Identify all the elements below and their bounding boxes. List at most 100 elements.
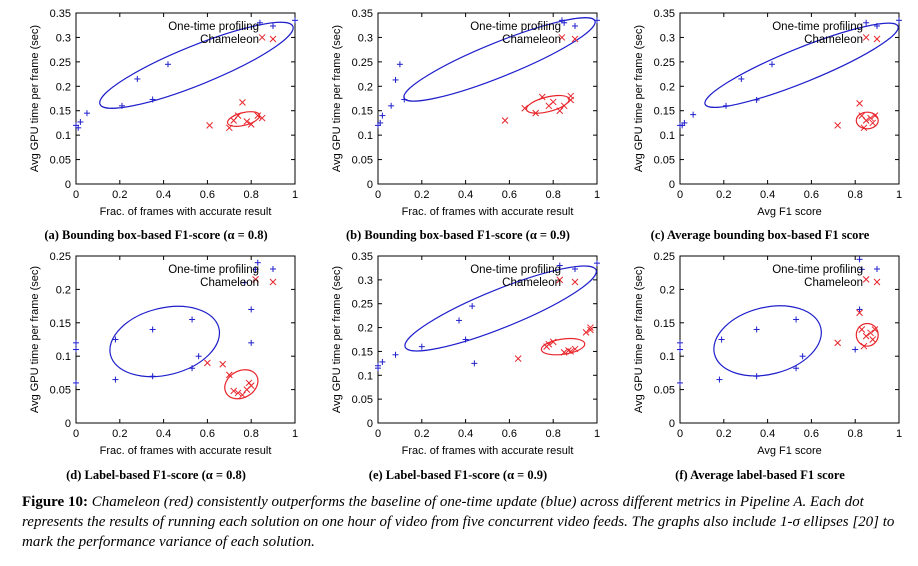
sigma-ellipse — [99, 21, 294, 109]
y-tick-label: 0.25 — [654, 251, 675, 263]
x-tick-label: 1 — [292, 189, 298, 201]
plus-marker — [738, 75, 745, 82]
x-tick-label: 0 — [73, 428, 79, 440]
y-tick-label: 0.05 — [50, 155, 71, 167]
plus-marker — [73, 346, 79, 353]
plus-marker — [396, 61, 403, 68]
x-tick-label: 0.8 — [848, 428, 863, 440]
x-tick-label: 0.6 — [200, 189, 215, 201]
cross-marker — [587, 326, 594, 334]
cross-marker — [247, 121, 255, 128]
plot-frame — [679, 255, 900, 424]
y-tick-label: 0.1 — [56, 351, 71, 363]
cross-marker — [867, 329, 874, 337]
plus-marker — [768, 61, 775, 68]
cross-marker — [514, 355, 522, 362]
plus-marker — [195, 353, 202, 360]
legend-marker — [270, 266, 276, 272]
x-tick-label: 0.6 — [804, 189, 819, 201]
legend-label: Chameleon — [502, 277, 561, 289]
x-tick-label: 0.4 — [760, 189, 775, 201]
legend-label: One-time profiling — [168, 21, 259, 33]
plus-marker — [677, 346, 683, 353]
y-tick-label: 0.15 — [50, 106, 71, 118]
x-tick-label: 0 — [677, 428, 683, 440]
cross-marker — [538, 93, 546, 101]
y-tick-label: 0 — [65, 179, 71, 191]
plus-marker — [462, 336, 469, 343]
plus-marker — [377, 119, 384, 126]
cross-marker — [243, 118, 251, 125]
panel-caption: (e) Label-based F1-score (α = 0.9) — [368, 468, 548, 482]
plus-marker — [471, 360, 478, 367]
y-tick-label: 0.1 — [660, 130, 675, 142]
legend-label: One-time profiling — [168, 264, 259, 276]
cross-marker — [239, 391, 246, 399]
chart-e: 0 0.2 0.4 0.6 0.8 1 0 0.05 0.1 0.15 0.2 0.25 0.3 0.35… — [331, 251, 600, 457]
y-tick-label: 0.1 — [660, 351, 675, 363]
cross-marker — [560, 102, 568, 110]
plus-marker — [134, 75, 141, 82]
panel-c: 0 0.2 0.4 0.6 0.8 1 0 0.05 0.1 0.15 0.2 0.25 0.3 0.35… — [610, 2, 910, 252]
plus-marker — [392, 351, 399, 358]
plus-marker — [556, 262, 563, 269]
cross-marker — [558, 34, 566, 41]
y-tick-label: 0.05 — [352, 155, 373, 167]
y-tick-label: 0.2 — [56, 81, 71, 93]
plus-marker — [799, 353, 806, 360]
legend-label: One-time profiling — [772, 21, 863, 33]
x-tick-label: 0.4 — [760, 428, 775, 440]
legend-marker — [873, 35, 881, 43]
panel-caption: (c) Average bounding box-based F1 score — [650, 228, 870, 242]
sigma-ellipse — [704, 22, 899, 108]
cross-marker — [230, 387, 238, 395]
x-tick-label: 0 — [375, 428, 381, 440]
x-tick-label: 1 — [594, 428, 600, 440]
plus-marker — [677, 379, 683, 386]
plus-marker — [753, 96, 760, 103]
plus-marker — [677, 339, 683, 346]
x-tick-label: 0 — [73, 189, 79, 201]
x-tick-label: 0.6 — [502, 189, 517, 201]
cross-marker — [254, 112, 262, 119]
cross-marker — [867, 114, 874, 122]
panel-caption: (b) Bounding box-based F1-score (α = 0.9… — [346, 228, 570, 242]
x-tick-label: 0.4 — [458, 189, 473, 201]
y-axis-label: Avg GPU time per frame (sec) — [331, 266, 343, 413]
plus-marker — [149, 373, 156, 380]
y-tick-label: 0.35 — [50, 8, 71, 20]
y-tick-label: 0.25 — [654, 57, 675, 69]
x-tick-label: 0 — [677, 189, 683, 201]
plus-marker — [558, 17, 565, 24]
legend-label: One-time profiling — [470, 264, 561, 276]
panel-caption: (d) Label-based F1-score (α = 0.8) — [66, 468, 246, 482]
plus-marker — [793, 365, 800, 372]
x-tick-label: 0.8 — [546, 189, 561, 201]
sigma-ellipse — [109, 305, 221, 378]
figure-caption-label: Figure 10: — [22, 494, 88, 510]
plus-marker — [856, 256, 863, 263]
plus-marker — [388, 102, 395, 109]
cross-marker — [862, 34, 870, 41]
legend-label: Chameleon — [200, 34, 259, 46]
x-axis-label: Avg F1 score — [757, 445, 822, 457]
plot-frame — [679, 12, 900, 185]
plus-marker — [77, 118, 84, 125]
plus-marker — [164, 61, 171, 68]
cross-marker — [571, 345, 579, 353]
plus-marker — [718, 336, 725, 343]
cross-marker — [587, 324, 594, 331]
cross-marker — [239, 99, 246, 106]
cross-marker — [834, 122, 842, 129]
plus-marker — [292, 17, 298, 24]
cross-marker — [258, 114, 266, 122]
x-tick-label: 0.8 — [244, 428, 259, 440]
y-axis-label: Avg GPU time per frame (sec) — [29, 25, 41, 172]
plus-marker — [254, 259, 261, 266]
y-tick-label: 0.2 — [56, 284, 71, 296]
plus-marker — [858, 266, 865, 273]
y-tick-label: 0.3 — [660, 32, 675, 44]
x-tick-label: 1 — [594, 189, 600, 201]
y-tick-label: 0.05 — [352, 394, 373, 406]
